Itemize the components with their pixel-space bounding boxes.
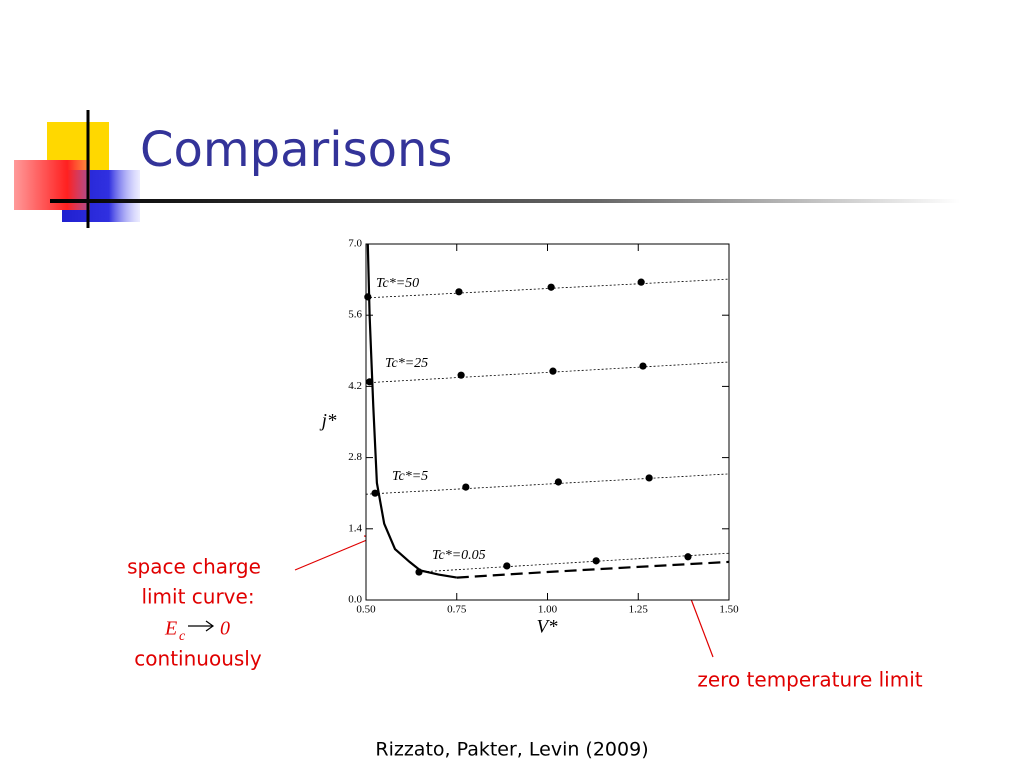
annotation-line: space charge bbox=[127, 555, 261, 579]
annotation: zero temperature limit bbox=[697, 668, 922, 692]
fit-line bbox=[365, 361, 730, 384]
data-point bbox=[554, 478, 562, 486]
curve bbox=[366, 243, 457, 579]
data-point bbox=[637, 278, 645, 286]
x-axis-label: V* bbox=[536, 616, 558, 637]
series-label: Tc*=5 bbox=[392, 469, 428, 484]
data-point bbox=[592, 557, 600, 565]
y-axis-label: j* bbox=[319, 410, 337, 431]
data-point bbox=[639, 362, 647, 370]
data-point bbox=[684, 553, 692, 561]
annotation-arrow bbox=[294, 535, 377, 571]
annotations: space charge limit curve: E c 0 continuo… bbox=[127, 535, 923, 692]
formula-symbol: E bbox=[164, 618, 177, 640]
series-label: Tc*=50 bbox=[376, 276, 419, 291]
citation: Rizzato, Pakter, Levin (2009) bbox=[375, 739, 648, 761]
annotation-line: continuously bbox=[134, 647, 262, 671]
fit-line bbox=[365, 473, 730, 495]
series-label: Tc*=0.05 bbox=[432, 548, 486, 563]
chart: V* j* 0.50 0.75 1.00 1.25 1.50 0.0 1.4 2.8 4.2 5.… bbox=[319, 238, 740, 638]
data-point bbox=[547, 283, 555, 291]
y-tick-label: 0.0 bbox=[348, 594, 362, 606]
slide-decoration bbox=[14, 110, 960, 228]
formula-value: 0 bbox=[220, 618, 230, 640]
y-tick-label: 2.8 bbox=[348, 451, 362, 463]
series-label: Tc*=25 bbox=[385, 356, 428, 371]
y-tick-label: 4.2 bbox=[348, 380, 362, 392]
data-point bbox=[457, 371, 465, 379]
x-tick-label: 0.50 bbox=[356, 604, 376, 616]
data-point bbox=[462, 483, 470, 491]
curve bbox=[456, 560, 730, 579]
data-point bbox=[549, 367, 557, 375]
formula-subscript: c bbox=[179, 629, 186, 644]
data-point bbox=[455, 288, 463, 296]
data-point bbox=[371, 489, 379, 497]
x-tick-label: 1.00 bbox=[538, 604, 558, 616]
y-tick-label: 7.0 bbox=[348, 238, 362, 250]
annotation-line: limit curve: bbox=[141, 585, 254, 609]
y-tick-label: 1.4 bbox=[348, 522, 362, 534]
x-tick-label: 0.75 bbox=[447, 604, 467, 616]
formula-arrow bbox=[188, 620, 215, 632]
data-point bbox=[503, 562, 511, 570]
x-tick-label: 1.50 bbox=[719, 604, 739, 616]
fit-line bbox=[365, 278, 730, 299]
x-tick-label: 1.25 bbox=[629, 604, 649, 616]
y-tick-label: 5.6 bbox=[348, 309, 362, 321]
data-point bbox=[364, 293, 372, 301]
plot-frame bbox=[365, 243, 730, 601]
slide-title: Comparisons bbox=[140, 122, 452, 178]
data-point bbox=[645, 474, 653, 482]
